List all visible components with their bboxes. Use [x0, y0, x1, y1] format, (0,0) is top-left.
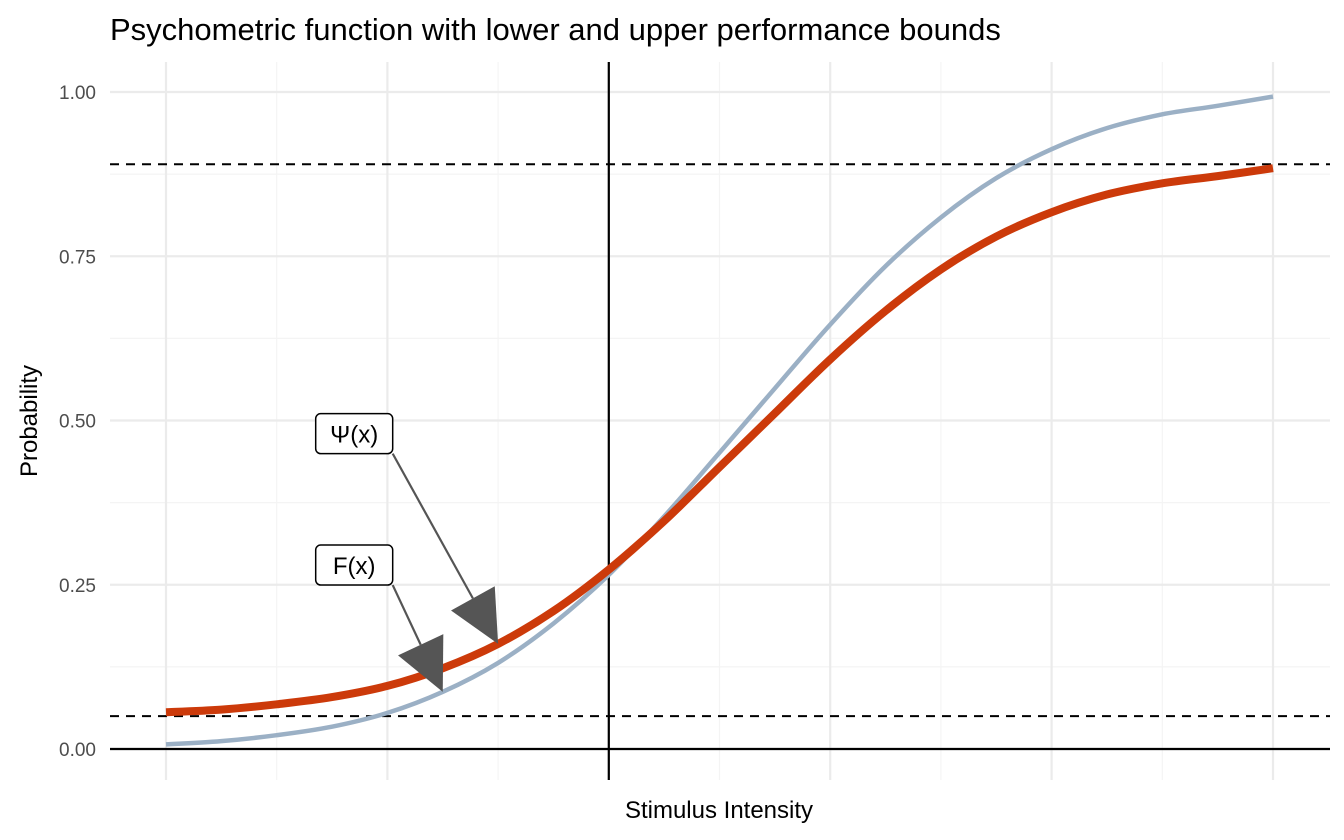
- series-layer: [165, 94, 1274, 747]
- y-tick-label: 1.00: [59, 83, 96, 104]
- annotation-arrowhead: [451, 586, 499, 644]
- chart-title: Psychometric function with lower and upp…: [110, 12, 1001, 47]
- annotation-arrowhead: [398, 634, 444, 692]
- annotation-label-box: [314, 544, 394, 586]
- annotation-leader-line: [391, 453, 474, 599]
- annotation-leader-line: [391, 584, 422, 646]
- y-axis-tick-labels: 0.00 0.25 0.50 0.75 1.00: [59, 83, 96, 761]
- y-tick-label: 0.00: [59, 740, 96, 761]
- series-line-psi: [165, 164, 1274, 717]
- y-tick-label: 0.50: [59, 412, 96, 433]
- series-line-f: [165, 94, 1274, 747]
- y-tick-label: 0.25: [59, 576, 96, 597]
- y-tick-label: 0.75: [59, 247, 96, 268]
- annotation-label: F(x): [333, 553, 376, 580]
- y-axis-label: Probability: [16, 365, 43, 477]
- reference-axes: [110, 62, 1330, 780]
- annotation-label-box: [314, 412, 394, 455]
- annotation-label: Ψ(x): [330, 422, 378, 449]
- annotation-layer: Ψ(x) F(x): [314, 412, 499, 692]
- bound-lines: [110, 163, 1330, 718]
- x-axis-label: Stimulus Intensity: [625, 797, 813, 824]
